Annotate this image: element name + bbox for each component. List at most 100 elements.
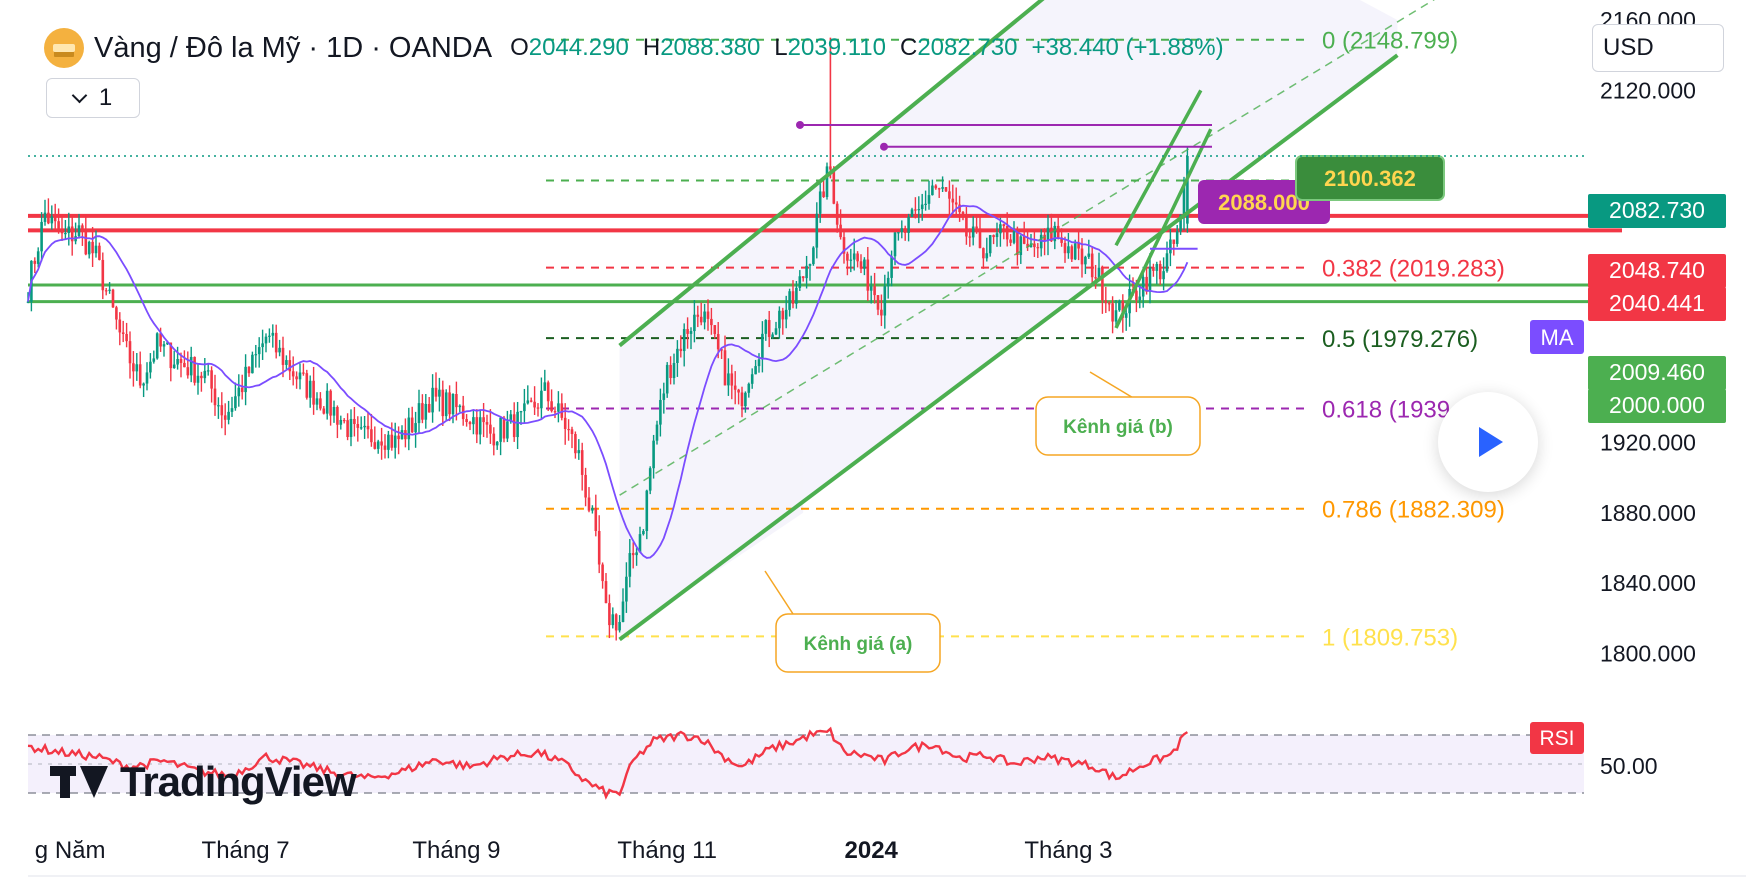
candle-body bbox=[261, 343, 264, 348]
target-label-text: 2088.000 bbox=[1218, 190, 1310, 215]
candle-body bbox=[659, 399, 662, 425]
candle-body bbox=[591, 507, 594, 511]
candle-body bbox=[968, 236, 972, 238]
candle-body bbox=[200, 375, 203, 379]
time-axis-label: Tháng 7 bbox=[202, 837, 290, 864]
candle-body bbox=[1046, 227, 1050, 240]
candle-body bbox=[1186, 155, 1189, 224]
candle-body bbox=[186, 367, 190, 376]
symbol-title[interactable]: Vàng / Đô la Mỹ · 1D · OANDA bbox=[94, 31, 493, 64]
candle-body bbox=[1138, 296, 1142, 301]
candle-body bbox=[1107, 303, 1111, 305]
candle-body bbox=[104, 290, 108, 292]
candle-body bbox=[805, 265, 808, 279]
candle-body bbox=[468, 422, 472, 425]
candle-body bbox=[495, 441, 499, 446]
channel-a-upper-line bbox=[618, 0, 1045, 348]
candle-body bbox=[1002, 224, 1006, 227]
symbol-header: Vàng / Đô la Mỹ · 1D · OANDA O2044.290 H… bbox=[44, 28, 1224, 68]
candle-body bbox=[291, 371, 295, 377]
candle-body bbox=[234, 396, 237, 409]
candle-body bbox=[999, 224, 1002, 234]
candle-body bbox=[679, 348, 683, 352]
candle-body bbox=[676, 348, 679, 363]
candle-body bbox=[451, 394, 455, 415]
candle-body bbox=[302, 372, 305, 374]
channel-a-fill bbox=[619, 0, 1398, 640]
candle-body bbox=[397, 435, 400, 440]
candle-body bbox=[81, 225, 84, 231]
time-axis-label: Tháng 9 bbox=[412, 837, 500, 864]
candle-body bbox=[917, 209, 921, 211]
candle-body bbox=[604, 581, 608, 604]
candle-body bbox=[754, 366, 757, 375]
candle-body bbox=[356, 424, 360, 428]
moving-average-line bbox=[27, 204, 1189, 559]
rsi-label: RSI bbox=[1539, 727, 1574, 750]
candle-body bbox=[172, 364, 176, 369]
indicator-count: 1 bbox=[98, 84, 113, 111]
candle-body bbox=[944, 187, 948, 192]
rsi-label-box bbox=[1530, 722, 1584, 754]
candle-body bbox=[978, 228, 982, 249]
candle-body bbox=[417, 403, 421, 424]
candle-body bbox=[1050, 227, 1053, 242]
price-label-box bbox=[1588, 254, 1726, 288]
candle-body bbox=[767, 320, 771, 338]
indicator-toggle-button[interactable]: 1 bbox=[46, 78, 140, 118]
candle-body bbox=[223, 415, 227, 420]
candle-body bbox=[70, 226, 74, 242]
candle-body bbox=[873, 286, 876, 296]
candle-body bbox=[424, 403, 428, 420]
candle-body bbox=[407, 417, 411, 440]
candle-body bbox=[485, 422, 489, 425]
candle-body bbox=[339, 419, 343, 425]
candle-body bbox=[322, 408, 326, 414]
candle-body bbox=[84, 230, 88, 255]
channel-a-lower-line bbox=[618, 53, 1399, 642]
candle-body bbox=[91, 241, 94, 254]
candle-body bbox=[577, 450, 581, 454]
candle-body bbox=[1087, 253, 1091, 257]
candle-body bbox=[713, 325, 717, 335]
candle-body bbox=[914, 209, 917, 211]
candle-body bbox=[941, 187, 944, 189]
candle-body bbox=[669, 364, 672, 379]
currency-select[interactable]: USD bbox=[1592, 24, 1724, 72]
rsi-axis-tick: 50.00 bbox=[1600, 753, 1658, 779]
candle-body bbox=[40, 221, 43, 252]
candle-body bbox=[1124, 313, 1128, 318]
candle-body bbox=[115, 307, 118, 320]
price-label-box bbox=[1588, 287, 1726, 321]
tradingview-wordmark: TradingView bbox=[120, 758, 357, 805]
candle-body bbox=[448, 392, 451, 415]
candle-body bbox=[1114, 310, 1118, 322]
price-label-box bbox=[1588, 194, 1726, 228]
rsi-pane: RSI 50.00 bbox=[27, 722, 1658, 800]
candle-body bbox=[77, 225, 81, 237]
channel-a-midline bbox=[619, 0, 1435, 496]
price-label-text: 2009.460 bbox=[1609, 359, 1705, 385]
candle-body bbox=[370, 429, 373, 443]
price-label-text: 2082.730 bbox=[1609, 197, 1705, 223]
candle-body bbox=[642, 531, 645, 535]
candle-body bbox=[625, 576, 628, 602]
candle-body bbox=[951, 198, 955, 203]
candle-body bbox=[608, 603, 611, 626]
candle-body bbox=[846, 253, 849, 261]
candle-body bbox=[869, 286, 873, 291]
candle-body bbox=[611, 614, 615, 626]
candle-body bbox=[434, 387, 438, 397]
candle-body bbox=[288, 360, 292, 372]
candle-body bbox=[383, 445, 387, 450]
candle-body bbox=[553, 411, 557, 413]
time-axis-label: Tháng 3 bbox=[1024, 837, 1112, 864]
candle-body bbox=[883, 286, 887, 316]
tradingview-logo[interactable]: TradingView bbox=[50, 758, 357, 806]
price-change: +38.440 (+1.88%) bbox=[1031, 34, 1224, 61]
candle-body bbox=[886, 277, 890, 287]
candle-body bbox=[1019, 236, 1023, 256]
candle-body bbox=[87, 241, 91, 255]
play-replay-button[interactable] bbox=[1438, 392, 1538, 492]
